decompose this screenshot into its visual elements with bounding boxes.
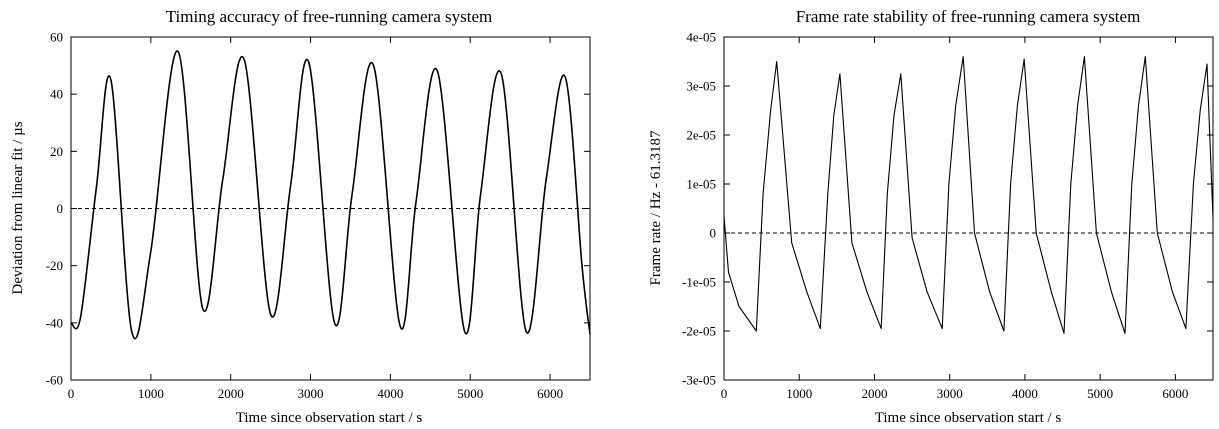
chart-2-ytick-label: 0 bbox=[710, 226, 717, 241]
chart-2-plot-area: 0 1000 2000 3000 4000 5000 6000 -3e-05 -2e-05 -1e… bbox=[682, 30, 1214, 401]
chart-1-xtick-label: 6000 bbox=[537, 386, 563, 401]
chart-1-xtick-label: 3000 bbox=[298, 386, 324, 401]
chart-1-xtick-label: 5000 bbox=[457, 386, 483, 401]
chart-1-title: Timing accuracy of free-running camera s… bbox=[166, 7, 493, 26]
chart-2-ytick-label: -1e-05 bbox=[682, 275, 716, 290]
chart-1-ytick-label: -60 bbox=[46, 373, 63, 388]
chart-2-ytick-label: 4e-05 bbox=[686, 30, 716, 45]
chart-1-plot-area: 0 1000 2000 3000 4000 5000 6000 -60 -40 -20 0 20 40 6… bbox=[46, 30, 591, 401]
chart-1-xtick-label: 4000 bbox=[377, 386, 403, 401]
chart-1-xtick-label: 1000 bbox=[138, 386, 164, 401]
chart-2-xtick-label: 5000 bbox=[1087, 386, 1113, 401]
chart-frame-rate-stability: Frame rate stability of free-running cam… bbox=[648, 7, 1214, 426]
chart-2-xlabel: Time since observation start / s bbox=[875, 410, 1062, 426]
chart-2-ylabel: Frame rate / Hz - 61.3187 bbox=[648, 130, 664, 285]
chart-2-xtick-label: 3000 bbox=[937, 386, 963, 401]
chart-1-xlabel: Time since observation start / s bbox=[236, 410, 423, 426]
chart-2-ytick-label: 2e-05 bbox=[686, 128, 716, 143]
chart-2-title: Frame rate stability of free-running cam… bbox=[796, 7, 1141, 26]
chart-1-series-line bbox=[70, 50, 591, 340]
chart-2-xtick-label: 6000 bbox=[1162, 386, 1188, 401]
chart-timing-accuracy: Timing accuracy of free-running camera s… bbox=[10, 7, 591, 426]
chart-2-xtick-label: 0 bbox=[721, 386, 728, 401]
chart-2-series-line bbox=[723, 56, 1214, 334]
chart-1-ylabel: Deviation from linear fit / µs bbox=[10, 121, 26, 294]
chart-2-xtick-label: 1000 bbox=[786, 386, 812, 401]
chart-1-ytick-label: -40 bbox=[46, 315, 63, 330]
chart-1-ytick-label: 0 bbox=[57, 201, 64, 216]
chart-1-ytick-label: 20 bbox=[50, 144, 63, 159]
chart-2-xtick-label: 4000 bbox=[1012, 386, 1038, 401]
chart-1-xtick-label: 2000 bbox=[218, 386, 244, 401]
chart-1-xtick-label: 0 bbox=[68, 386, 75, 401]
chart-2-ytick-label: 3e-05 bbox=[686, 79, 716, 94]
chart-1-ytick-label: 60 bbox=[50, 30, 63, 45]
chart-1-ytick-label: -20 bbox=[46, 258, 63, 273]
chart-2-frame bbox=[723, 36, 1214, 381]
chart-2-ytick-label: -2e-05 bbox=[682, 324, 716, 339]
chart-2-ytick-label: 1e-05 bbox=[686, 177, 716, 192]
chart-2-ytick-label: -3e-05 bbox=[682, 373, 716, 388]
chart-2-xtick-label: 2000 bbox=[861, 386, 887, 401]
chart-1-ytick-label: 40 bbox=[50, 87, 63, 102]
